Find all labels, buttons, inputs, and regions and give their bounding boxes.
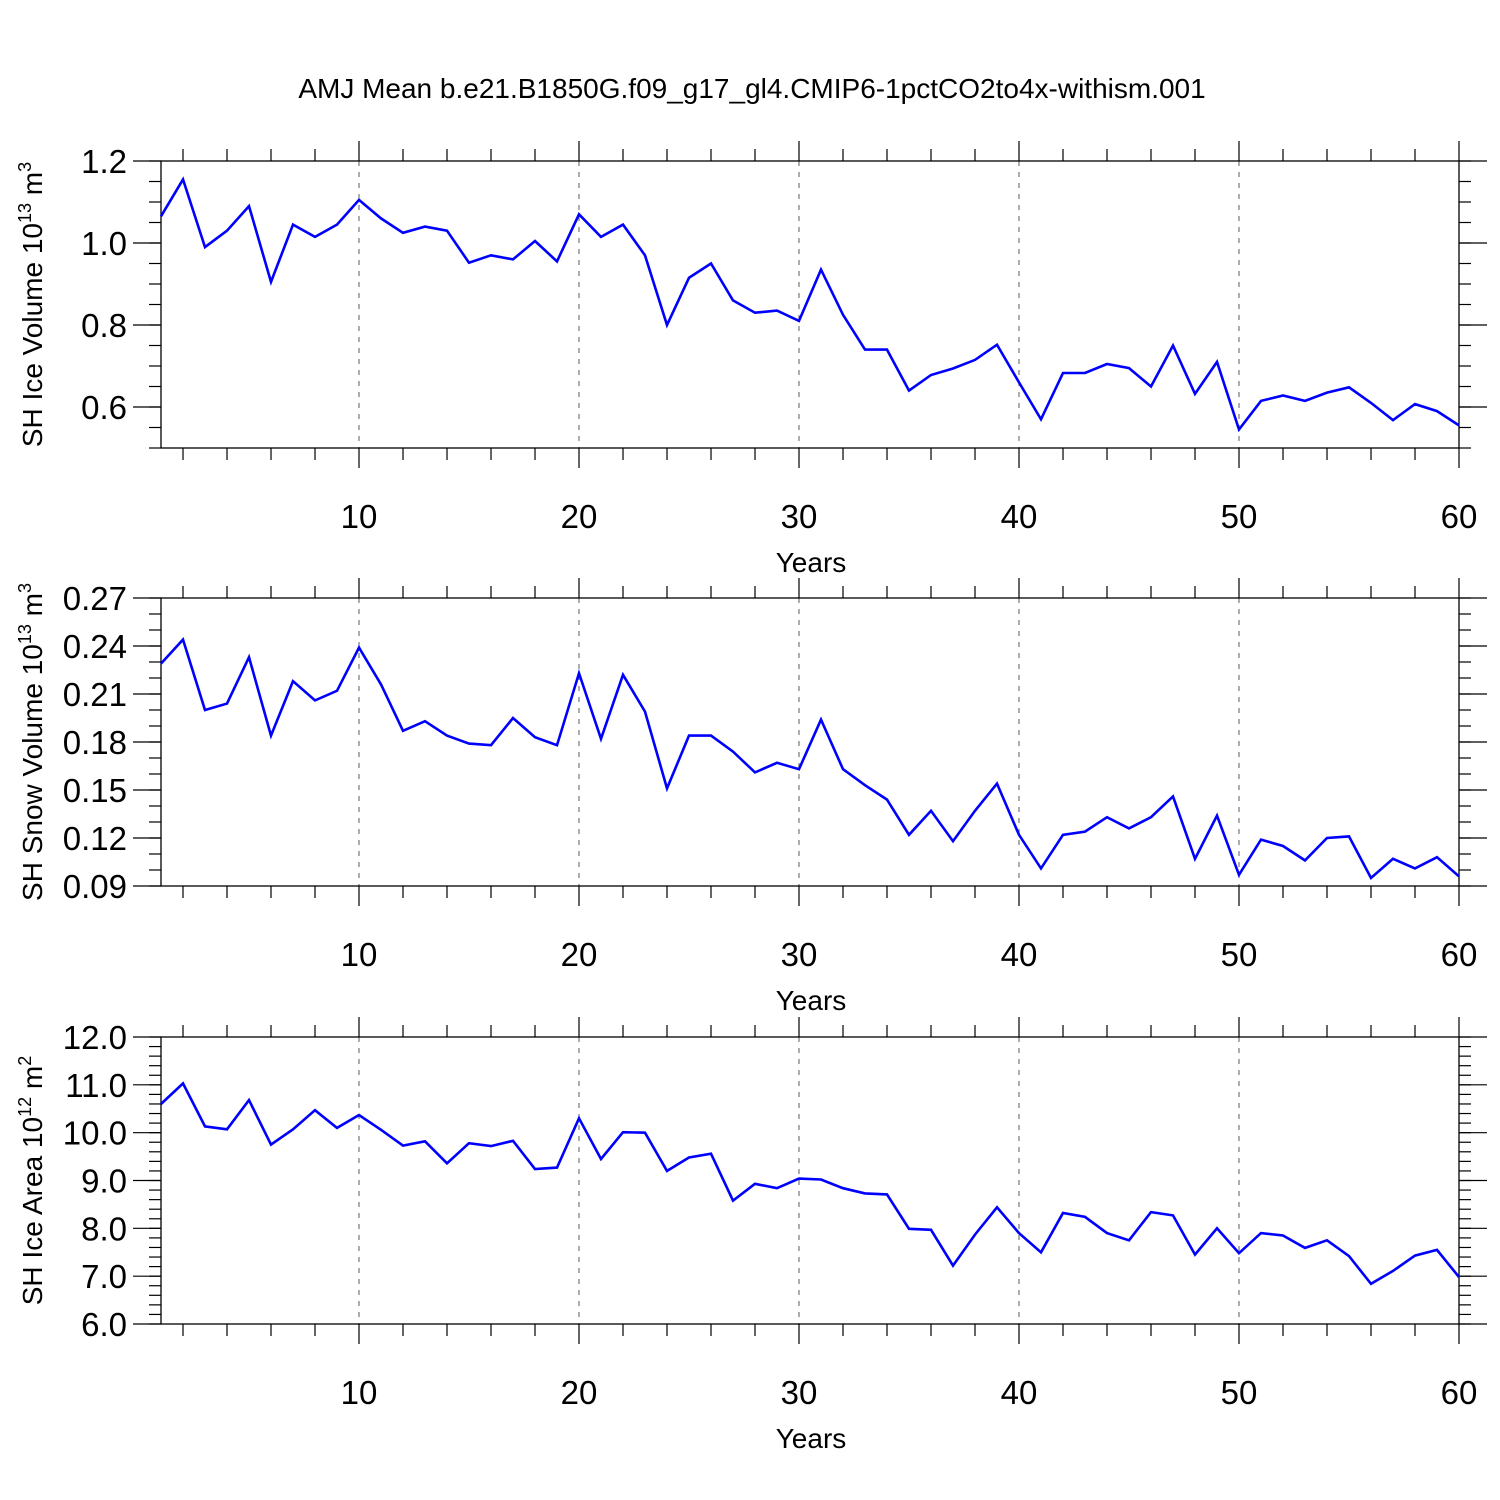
snow-volume-y-axis-label-text: SH Snow Volume 10 [17,644,48,901]
ice-volume-y-axis-label-unit: m [17,172,48,203]
ice-volume-xtick-label-2: 30 [781,498,818,535]
figure-title: AMJ Mean b.e21.B1850G.f09_g17_gl4.CMIP6-… [298,73,1205,104]
snow-volume-ytick-label-1: 0.12 [63,820,127,857]
snow-volume-y-axis-label-unit: m [17,593,48,624]
ice-area-series-line [160,1081,1461,1286]
ice-area-ytick-label-3: 9.0 [81,1163,127,1200]
snow-volume-xtick-label-3: 40 [1001,936,1038,973]
ice-area-y-axis-label: SH Ice Area 1012 m2 [15,1056,48,1306]
snow-volume-y-axis-label-unit-exp: 3 [15,583,35,593]
snow-volume-ytick-label-3: 0.18 [63,724,127,761]
ice-area-y-axis-label-unit-exp: 2 [15,1056,35,1066]
snow-volume-xtick-label-5: 60 [1441,936,1478,973]
ice-area-xtick-label-3: 40 [1001,1374,1038,1411]
snow-volume-ytick-label-2: 0.15 [63,772,127,809]
ice-volume-x-axis-label: Years [776,547,847,578]
ice-volume-xtick-label-3: 40 [1001,498,1038,535]
snow-volume-ytick-label-6: 0.27 [63,580,127,617]
ice-volume-plot-frame [160,160,1460,449]
snow-volume-plot-frame [160,597,1460,887]
ice-volume-xtick-label-0: 10 [341,498,378,535]
ice-volume-ytick-label-2: 1.0 [81,225,127,262]
ice-area-ytick-label-5: 11.0 [65,1067,127,1104]
ice-area-ytick-label-6: 12.0 [63,1019,127,1056]
snow-volume-y-axis-label-exp: 13 [15,624,35,644]
snow-volume-y-axis-label: SH Snow Volume 1013 m3 [15,583,48,901]
ice-volume-y-axis-label: SH Ice Volume 1013 m3 [15,162,48,447]
ice-area-ytick-label-2: 8.0 [81,1210,127,1247]
ice-area-xtick-label-1: 20 [561,1374,598,1411]
ice-area-xtick-label-5: 60 [1441,1374,1478,1411]
snow-volume-ytick-label-4: 0.21 [63,676,127,713]
ice-volume-y-axis-label-text: SH Ice Volume 10 [17,223,48,447]
snow-volume-x-axis-label: Years [776,985,847,1016]
ice-volume-y-axis-label-exp: 13 [15,203,35,223]
snow-volume-ytick-label-5: 0.24 [63,628,127,665]
panel-ice-area: 6.0 7.0 8.0 9.0 10.0 11.0 12.0 10 20 30 40 50 60 Year… [15,1017,1487,1454]
ice-volume-xtick-label-5: 60 [1441,498,1478,535]
panel-ice-volume: 0.6 0.8 1.0 1.2 10 20 30 40 50 60 Years SH Ice Volu… [15,141,1487,578]
snow-volume-xtick-label-4: 50 [1221,936,1258,973]
ice-area-y-axis-label-exp: 12 [15,1097,35,1117]
ice-volume-y-axis-label-unit-exp: 3 [15,162,35,172]
snow-volume-xtick-label-1: 20 [561,936,598,973]
ice-area-y-axis-label-unit: m [17,1066,48,1097]
ice-volume-ytick-label-3: 1.2 [81,143,127,180]
ice-volume-xtick-label-4: 50 [1221,498,1258,535]
snow-volume-ytick-label-0: 0.09 [63,868,127,905]
ice-area-x-axis-label: Years [776,1423,847,1454]
panel-snow-volume: 0.09 0.12 0.15 0.18 0.21 0.24 0.27 10 20 30 40 50 60… [15,578,1487,1016]
ice-area-plot-frame [160,1036,1460,1325]
snow-volume-series-line [160,637,1460,881]
ice-area-ytick-label-0: 6.0 [81,1306,127,1343]
ice-area-xtick-label-4: 50 [1221,1374,1258,1411]
ice-volume-ytick-label-0: 0.6 [81,389,127,426]
ice-volume-series-line [159,176,1460,433]
ice-area-y-axis-label-text: SH Ice Area 10 [17,1117,48,1305]
snow-volume-xtick-label-0: 10 [341,936,378,973]
ice-area-xtick-label-0: 10 [341,1374,378,1411]
ice-area-ytick-label-4: 10.0 [63,1115,127,1152]
ice-volume-ytick-label-1: 0.8 [81,307,127,344]
ice-volume-xtick-label-1: 20 [561,498,598,535]
snow-volume-xtick-label-2: 30 [781,936,818,973]
ice-area-ytick-label-1: 7.0 [81,1258,127,1295]
ice-area-xtick-label-2: 30 [781,1374,818,1411]
